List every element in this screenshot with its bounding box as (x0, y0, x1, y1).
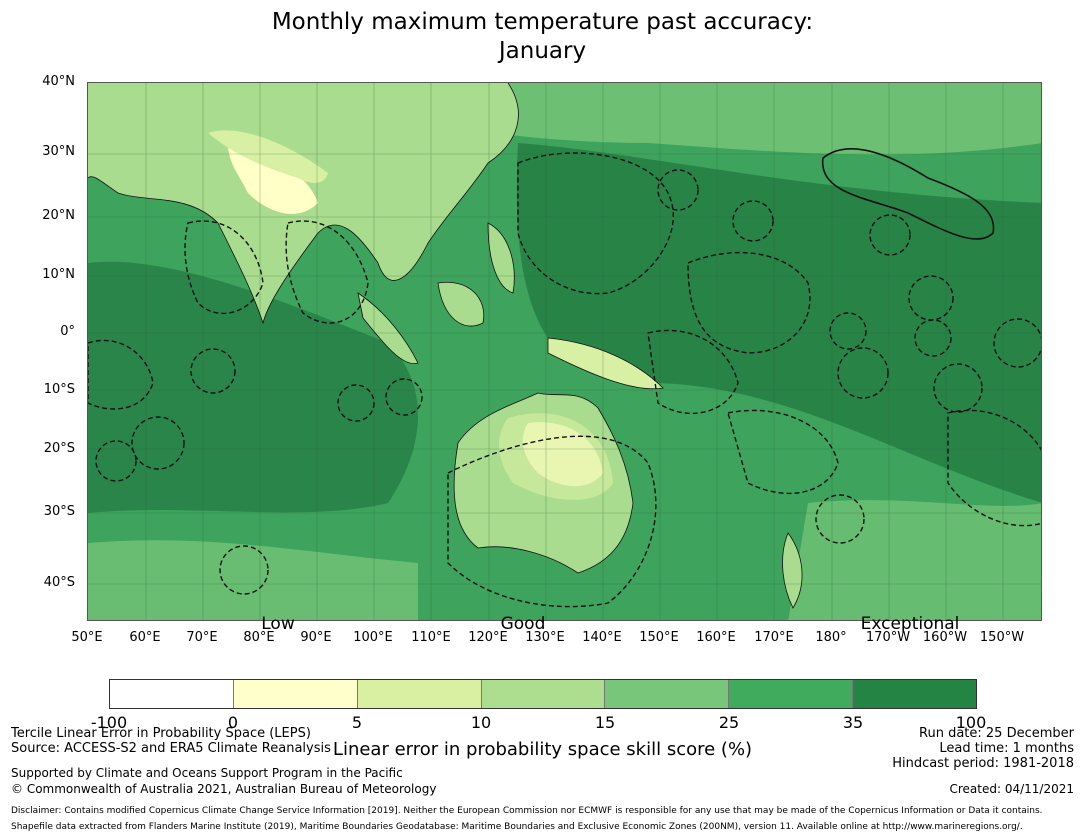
lat-label: 20°S (43, 441, 75, 456)
land-australia-mid (498, 413, 613, 500)
lon-label: 90°E (300, 630, 332, 645)
lat-label: 30°N (42, 144, 75, 159)
colorbar-segment (481, 680, 606, 708)
lat-label: 40°N (42, 74, 75, 89)
colorbar-segment (853, 680, 977, 708)
colorbar-segment (233, 680, 358, 708)
land-sumatra (358, 293, 418, 364)
lon-label: 170°W (865, 630, 911, 645)
lon-label: 50°E (71, 630, 103, 645)
colorbar-tick: 15 (594, 713, 616, 732)
run-date-text: Run date: 25 December (919, 726, 1074, 741)
map-title-line1: Monthly maximum temperature past accurac… (271, 9, 814, 35)
land-philippines (488, 223, 515, 293)
lon-label: 150°W (979, 630, 1025, 645)
copyright-text: © Commonwealth of Australia 2021, Austra… (11, 782, 437, 796)
lat-label: 20°N (42, 208, 75, 223)
colorbar-tick: 10 (470, 713, 492, 732)
lon-label: 170°E (754, 630, 794, 645)
skill-map (88, 83, 1041, 620)
colorbar-tick: 100 (955, 713, 987, 732)
colorbar-segment (110, 680, 234, 708)
graticule (88, 83, 1041, 620)
category-label-exceptional: Exceptional (860, 614, 960, 634)
land-india-mid (208, 130, 328, 183)
colorbar-tick: 5 (351, 713, 363, 732)
colorbar-segment (729, 680, 854, 708)
eez-boundaries (88, 152, 1041, 608)
hindcast-text: Hindcast period: 1981-2018 (892, 756, 1074, 771)
ocean-light-north (388, 83, 1041, 155)
land-borneo (438, 282, 484, 327)
colorbar-tick: 0 (227, 713, 239, 732)
ocean-light-southeast (788, 500, 1041, 620)
method-text: Tercile Linear Error in Probability Spac… (11, 726, 311, 741)
disclaimer-text: Disclaimer: Contains modified Copernicus… (11, 806, 1043, 816)
lon-label: 80°E (243, 630, 275, 645)
shapefile-credit-text: Shapefile data extracted from Flanders M… (11, 822, 1023, 832)
colorbar-segment (605, 680, 730, 708)
colorbar-tick: -100 (90, 713, 128, 732)
source-text: Source: ACCESS-S2 and ERA5 Climate Reana… (11, 741, 331, 756)
land-new-guinea (548, 338, 663, 389)
colorbar-segment (357, 680, 482, 708)
colorbar-tick: 35 (842, 713, 864, 732)
land-india-high (228, 143, 318, 214)
colorbar (109, 679, 977, 709)
hawaii-boundary (822, 147, 995, 240)
map-panel (87, 82, 1042, 621)
category-label-good: Good (500, 614, 546, 634)
map-title-line2: January (498, 38, 587, 64)
colorbar-label: Linear error in probability space skill … (332, 739, 753, 760)
lon-label: 160°E (696, 630, 736, 645)
created-text: Created: 04/11/2021 (949, 782, 1074, 796)
ocean-dark-indian (88, 261, 418, 513)
lat-label: 10°N (42, 267, 75, 282)
lon-label: 100°E (353, 630, 393, 645)
land-new-zealand (782, 533, 803, 608)
support-text: Supported by Climate and Oceans Support … (11, 766, 403, 780)
lon-label: 110°E (411, 630, 451, 645)
lat-label: 0° (60, 324, 75, 339)
lat-label: 40°S (43, 575, 75, 590)
lat-label: 30°S (43, 504, 75, 519)
lead-time-text: Lead time: 1 months (939, 741, 1074, 756)
lon-label: 140°E (582, 630, 622, 645)
coastlines (88, 83, 803, 609)
category-label-low: Low (261, 614, 295, 634)
lon-label: 180° (815, 630, 847, 645)
colorbar-tick: 25 (718, 713, 740, 732)
lat-label: 10°S (43, 382, 75, 397)
lon-label: 120°E (468, 630, 508, 645)
lon-label: 60°E (129, 630, 161, 645)
lon-label: 70°E (186, 630, 218, 645)
ocean-light-southwest (88, 540, 418, 620)
lon-label: 160°W (922, 630, 968, 645)
lon-label: 130°E (525, 630, 565, 645)
lon-label: 150°E (639, 630, 679, 645)
